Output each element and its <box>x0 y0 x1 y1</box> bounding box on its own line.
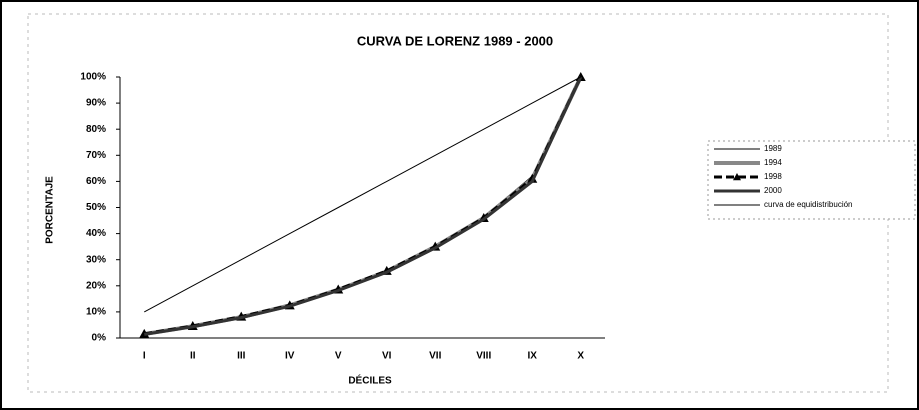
legend-label: curva de equidistribución <box>764 200 853 209</box>
x-tick-label: III <box>237 351 246 362</box>
y-tick-label: 40% <box>86 228 106 239</box>
chart-area <box>27 13 889 393</box>
y-tick-label: 30% <box>86 254 106 265</box>
series-line <box>144 76 583 336</box>
x-tick-label: V <box>335 351 342 362</box>
x-tick-label: X <box>577 351 584 362</box>
x-tick-label: VI <box>382 351 392 362</box>
series-line <box>144 76 581 313</box>
legend-label: 1998 <box>764 172 782 181</box>
y-tick-label: 60% <box>86 176 106 187</box>
y-axis-label: PORCENTAJE <box>45 176 56 244</box>
x-tick-label: I <box>143 351 146 362</box>
y-tick-label: 90% <box>86 98 106 109</box>
x-tick-label: VIII <box>476 351 491 362</box>
legend-label: 1994 <box>764 158 782 167</box>
y-tick-label: 20% <box>86 280 106 291</box>
y-tick-label: 10% <box>86 307 106 318</box>
x-tick-label: II <box>190 351 196 362</box>
y-tick-label: 0% <box>92 333 107 344</box>
chart-title: CURVA DE LORENZ 1989 - 2000 <box>357 33 553 48</box>
y-tick-label: 70% <box>86 150 106 161</box>
legend-label: 2000 <box>764 186 782 195</box>
legend-marker <box>733 173 741 181</box>
x-tick-label: VII <box>429 351 441 362</box>
y-tick-label: 80% <box>86 124 106 135</box>
y-tick-label: 50% <box>86 202 106 213</box>
x-tick-label: IV <box>285 351 295 362</box>
x-tick-label: IX <box>528 351 538 362</box>
legend-label: 1989 <box>764 144 782 153</box>
y-tick-label: 100% <box>80 72 106 83</box>
x-axis-label: DÉCILES <box>348 374 392 387</box>
legend-box <box>707 140 916 220</box>
